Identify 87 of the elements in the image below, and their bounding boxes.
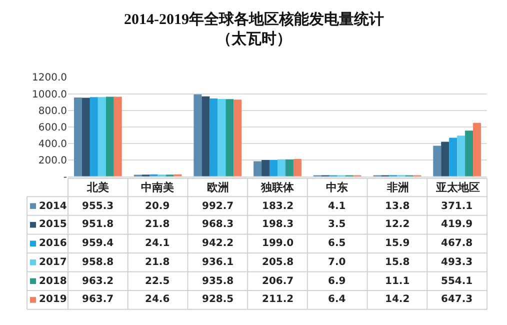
- data-label: 968.3: [202, 219, 234, 230]
- bar: [457, 136, 466, 176]
- data-label: 963.7: [82, 294, 114, 305]
- x-tick-label: 欧洲: [207, 181, 229, 194]
- data-label: 371.1: [441, 201, 473, 212]
- data-label: 647.3: [441, 294, 473, 305]
- bar: [82, 98, 90, 176]
- data-label: 6.5: [328, 238, 346, 249]
- data-label: 14.2: [385, 294, 410, 305]
- data-label: 206.7: [262, 276, 294, 287]
- data-label: 942.2: [202, 238, 234, 249]
- data-label: 15.9: [385, 238, 410, 249]
- y-tick-label: 200.0: [38, 155, 67, 166]
- y-tick-label: 600.0: [38, 122, 67, 134]
- bar: [285, 159, 294, 176]
- data-label: 205.8: [262, 257, 294, 268]
- data-label: 955.3: [82, 201, 114, 212]
- x-tick-label: 中南美: [141, 181, 174, 194]
- legend-label: 2018: [39, 276, 67, 287]
- bar: [293, 158, 302, 176]
- legend-label: 2019: [39, 294, 67, 305]
- legend-label: 2015: [39, 219, 67, 230]
- data-label: 951.8: [82, 219, 114, 230]
- y-tick-label: 400.0: [38, 138, 67, 150]
- bar: [210, 98, 218, 176]
- bar: [441, 142, 450, 176]
- data-label: 4.1: [328, 201, 346, 212]
- data-label: 13.8: [385, 201, 410, 212]
- data-label: 467.8: [441, 238, 473, 249]
- data-label: 24.1: [145, 238, 170, 249]
- bar: [226, 99, 234, 176]
- bar: [106, 96, 114, 176]
- data-label: 12.2: [385, 219, 410, 230]
- data-label: 963.2: [82, 276, 114, 287]
- bar: [234, 100, 242, 176]
- chart-title: 2014-2019年全球各地区核能发电量统计（太瓦时）: [124, 11, 384, 48]
- bar: [465, 130, 474, 176]
- data-label: 493.3: [441, 257, 473, 268]
- x-tick-label: 亚太地区: [435, 181, 480, 194]
- x-tick-label: 北美: [86, 181, 109, 194]
- bar: [433, 146, 442, 176]
- bar: [98, 97, 106, 176]
- data-label: 554.1: [441, 276, 473, 287]
- y-tick-label: 1200.0: [32, 72, 67, 84]
- data-label: 6.4: [328, 294, 346, 305]
- bar: [114, 96, 122, 176]
- data-label: 928.5: [202, 294, 234, 305]
- bar: [254, 161, 262, 176]
- bar: [473, 122, 482, 176]
- data-label: 183.2: [262, 201, 294, 212]
- data-label: 20.9: [145, 201, 170, 212]
- data-label: 3.5: [328, 219, 346, 230]
- data-label: 21.8: [145, 257, 170, 268]
- bar: [194, 94, 202, 176]
- legend-label: 2016: [39, 238, 67, 249]
- bar: [278, 159, 286, 176]
- legend-label: 2014: [39, 201, 67, 212]
- bar: [74, 97, 82, 176]
- data-label: 198.3: [262, 219, 294, 230]
- data-label: 24.6: [145, 294, 170, 305]
- y-tick-label: 800.0: [38, 106, 67, 117]
- y-tick-label: -: [63, 172, 68, 183]
- x-tick-label: 非洲: [386, 181, 409, 194]
- bar: [202, 96, 210, 176]
- data-label: 419.9: [441, 219, 473, 230]
- y-tick-label: 1000.0: [32, 89, 67, 100]
- data-label: 21.8: [145, 219, 170, 230]
- x-tick-label: 中东: [326, 181, 348, 194]
- bar: [90, 97, 98, 176]
- data-label: 935.8: [202, 276, 234, 287]
- data-label: 199.0: [262, 238, 294, 249]
- data-label: 959.4: [82, 238, 114, 249]
- x-tick-label: 独联体: [260, 181, 295, 194]
- bar: [270, 160, 278, 176]
- bar: [262, 160, 270, 176]
- data-label: 15.8: [385, 257, 410, 268]
- data-label: 6.9: [328, 276, 346, 287]
- data-label: 211.2: [262, 294, 294, 305]
- data-label: 22.5: [145, 276, 170, 287]
- data-label: 992.7: [202, 201, 234, 212]
- legend-label: 2017: [39, 257, 67, 268]
- data-label: 958.8: [82, 257, 114, 268]
- bar: [449, 138, 458, 176]
- data-label: 936.1: [202, 257, 234, 268]
- bar: [218, 99, 226, 176]
- data-label: 11.1: [385, 276, 410, 287]
- data-label: 7.0: [328, 257, 346, 268]
